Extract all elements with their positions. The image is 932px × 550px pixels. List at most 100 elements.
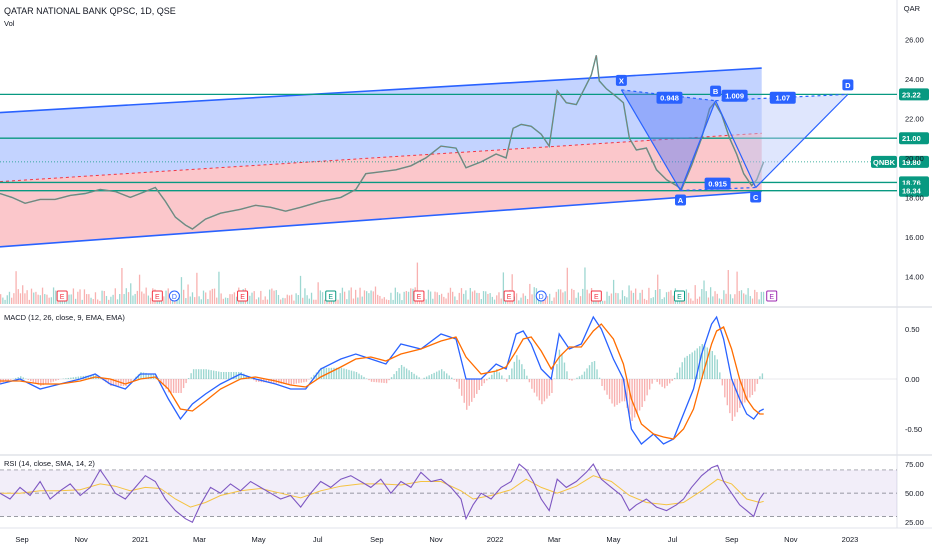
macd-histogram-bar [32, 379, 34, 383]
macd-histogram-bar [463, 379, 465, 403]
volume-bar [489, 293, 491, 304]
volume-bar [412, 288, 414, 304]
macd-histogram-bar [473, 379, 475, 398]
event-letter: E [594, 294, 599, 301]
volume-bar [456, 300, 458, 304]
volume-bar [544, 299, 546, 304]
macd-histogram-bar [55, 379, 57, 381]
macd-histogram-bar [117, 379, 120, 386]
volume-bar [493, 299, 496, 304]
macd-histogram-bar [240, 372, 242, 379]
volume-bar [579, 296, 582, 304]
pattern-point-badge [710, 85, 722, 97]
volume-bar [557, 289, 560, 304]
time-tick-label: Mar [193, 535, 206, 544]
macd-histogram-bar [746, 379, 749, 400]
volume-bar [560, 289, 562, 304]
volume-bar [280, 299, 282, 304]
macd-histogram-bar [182, 379, 185, 389]
volume-bar [474, 290, 476, 304]
volume-bar [465, 290, 467, 304]
macd-histogram-bar [443, 371, 445, 379]
volume-bar [754, 289, 756, 304]
time-tick-label: 2021 [132, 535, 149, 544]
volume-bar [743, 293, 745, 304]
volume-bar [709, 287, 712, 304]
ratio-badge [704, 177, 731, 190]
harmonic-pattern: X A B C D 0.948 1.009 0.915 1.07 [615, 74, 854, 206]
macd-histogram-bar [731, 379, 734, 421]
volume-bar [185, 298, 187, 304]
macd-histogram-bar [566, 371, 568, 379]
volume-bar [240, 300, 242, 304]
macd-histogram-bar [355, 372, 358, 379]
volume-bar [11, 297, 13, 304]
volume-bar [725, 293, 727, 304]
volume-bar [343, 291, 346, 304]
pattern-ab [679, 100, 717, 191]
chart-title: QATAR NATIONAL BANK QPSC, 1D, QSE [4, 6, 176, 16]
volume-bar [427, 289, 430, 304]
volume-bar [723, 290, 725, 304]
macd-histogram-bar [207, 369, 210, 379]
macd-histogram-bar [523, 369, 526, 379]
earnings-marker [674, 290, 686, 302]
volume-bar [577, 292, 579, 304]
macd-histogram-bar [451, 377, 453, 379]
volume-bar [751, 298, 754, 304]
macd-histogram-bar [270, 379, 273, 383]
earnings-marker [325, 290, 337, 302]
volume-bar [6, 295, 8, 304]
macd-histogram-bar [340, 367, 343, 379]
volume-bar [83, 289, 86, 304]
volume-bar [549, 293, 551, 304]
time-tick-label: Sep [725, 535, 738, 544]
volume-bar [260, 290, 262, 304]
volume-bar [745, 294, 747, 304]
time-tick-label: May [606, 535, 620, 544]
macd-histogram-bar [518, 359, 521, 379]
macd-histogram-bar [398, 368, 400, 379]
level-badge [899, 88, 929, 101]
macd-histogram-bar [70, 377, 72, 379]
volume-bar [132, 295, 134, 304]
price-tick-label: 26.00 [905, 35, 924, 44]
volume-bar [187, 284, 189, 304]
volume-bar [299, 275, 302, 304]
volume-bar [277, 294, 280, 304]
volume-bar [425, 299, 427, 304]
volume-bar [264, 296, 266, 304]
volume-bar [46, 294, 48, 304]
volume-bar [24, 293, 26, 304]
macd-histogram-bar [325, 367, 328, 379]
ratio-badge-label: 1.07 [775, 94, 790, 103]
volume-bar [381, 298, 383, 304]
macd-histogram-bar [726, 379, 729, 406]
time-tick-label: Nov [784, 535, 798, 544]
volume-bar [28, 299, 30, 304]
macd-histogram-bar [729, 379, 731, 414]
macd-histogram-bar [125, 379, 127, 386]
macd-histogram-bar [608, 379, 611, 400]
event-letter: E [677, 294, 682, 301]
macd-histogram-bar [458, 379, 460, 389]
volume-bar [213, 288, 216, 304]
volume-bar [498, 292, 500, 304]
volume-bar [169, 297, 172, 304]
macd-histogram-bar [87, 375, 90, 379]
time-tick-label: Jul [668, 535, 678, 544]
macd-histogram-bar [533, 379, 536, 393]
macd-histogram-bar [390, 377, 393, 379]
volume-bar [341, 287, 344, 304]
ratio-badge-label: 0.948 [660, 94, 679, 103]
volume-bar [363, 290, 366, 304]
macd-histogram-bar [348, 369, 350, 379]
macd-histogram-bar [513, 361, 516, 379]
price-tick-label: 22.00 [905, 114, 924, 123]
macd-histogram-bar [130, 379, 132, 382]
macd-histogram-bar [744, 379, 746, 403]
pattern-xa [620, 89, 682, 191]
macd-histogram-bar [571, 379, 573, 381]
volume-bar [377, 294, 379, 304]
